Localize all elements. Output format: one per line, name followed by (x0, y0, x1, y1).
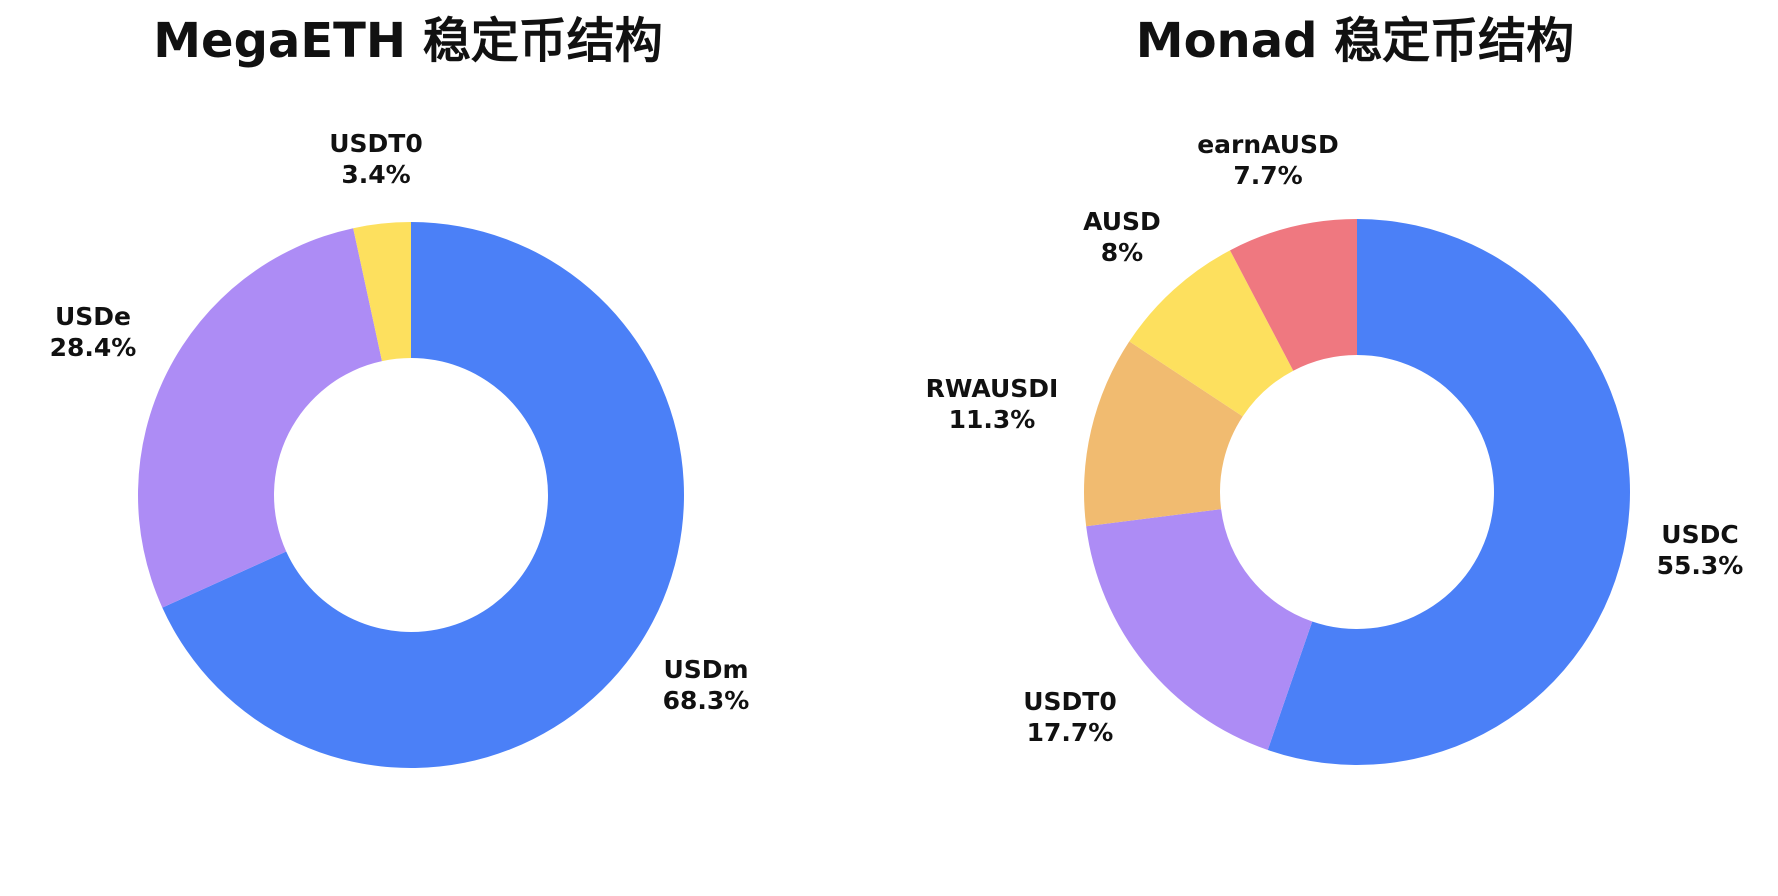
monad-donut-chart: Monad 稳定币结构 USDC 55.3% USDT0 17.7% RWAUS… (926, 13, 1744, 766)
monad-label-rwausdi: RWAUSDI 11.3% (926, 374, 1059, 434)
monad-label-earnausd: earnAUSD 7.7% (1197, 130, 1339, 190)
slice-label-name: earnAUSD (1197, 130, 1339, 159)
megaeth-label-usdm: USDm 68.3% (663, 655, 750, 715)
slice-label-value: 7.7% (1233, 161, 1302, 190)
slice-label-value: 11.3% (949, 405, 1036, 434)
slice-label-value: 28.4% (50, 333, 137, 362)
monad-slices (1084, 219, 1630, 766)
slice-label-name: USDe (55, 302, 131, 331)
monad-chart-title: Monad 稳定币结构 (1136, 13, 1574, 69)
megaeth-slice-usdm (162, 222, 685, 768)
slice-label-value: 8% (1101, 238, 1143, 267)
slice-label-name: USDT0 (329, 129, 423, 158)
slice-label-value: 17.7% (1027, 718, 1114, 747)
megaeth-donut-chart: MegaETH 稳定币结构 USDm 68.3% USDe 28.4% USDT… (50, 13, 750, 768)
monad-label-usdt0: USDT0 17.7% (1023, 687, 1117, 747)
monad-label-ausd: AUSD 8% (1083, 207, 1161, 267)
slice-label-value: 68.3% (663, 686, 750, 715)
slice-label-name: AUSD (1083, 207, 1161, 236)
monad-slice-ausd (1129, 250, 1294, 417)
monad-slice-rwausdi (1084, 341, 1243, 527)
megaeth-slices (137, 222, 685, 768)
slice-label-name: RWAUSDI (926, 374, 1059, 403)
monad-slice-usdt0 (1086, 509, 1313, 751)
megaeth-chart-title: MegaETH 稳定币结构 (153, 13, 663, 69)
monad-labels: USDC 55.3% USDT0 17.7% RWAUSDI 11.3% AUS… (926, 130, 1744, 747)
megaeth-labels: USDm 68.3% USDe 28.4% USDT0 3.4% (50, 129, 750, 715)
monad-label-usdc: USDC 55.3% (1657, 520, 1744, 580)
slice-label-name: USDm (663, 655, 748, 684)
slice-label-value: 3.4% (341, 160, 410, 189)
megaeth-slice-usde (137, 228, 382, 608)
slice-label-name: USDT0 (1023, 687, 1117, 716)
megaeth-label-usde: USDe 28.4% (50, 302, 137, 362)
slice-label-name: USDC (1661, 520, 1738, 549)
megaeth-label-usdt0: USDT0 3.4% (329, 129, 423, 189)
slice-label-value: 55.3% (1657, 551, 1744, 580)
megaeth-slice-usdt0 (353, 222, 411, 362)
monad-slice-usdc (1267, 219, 1630, 766)
monad-slice-earnausd (1230, 219, 1357, 371)
